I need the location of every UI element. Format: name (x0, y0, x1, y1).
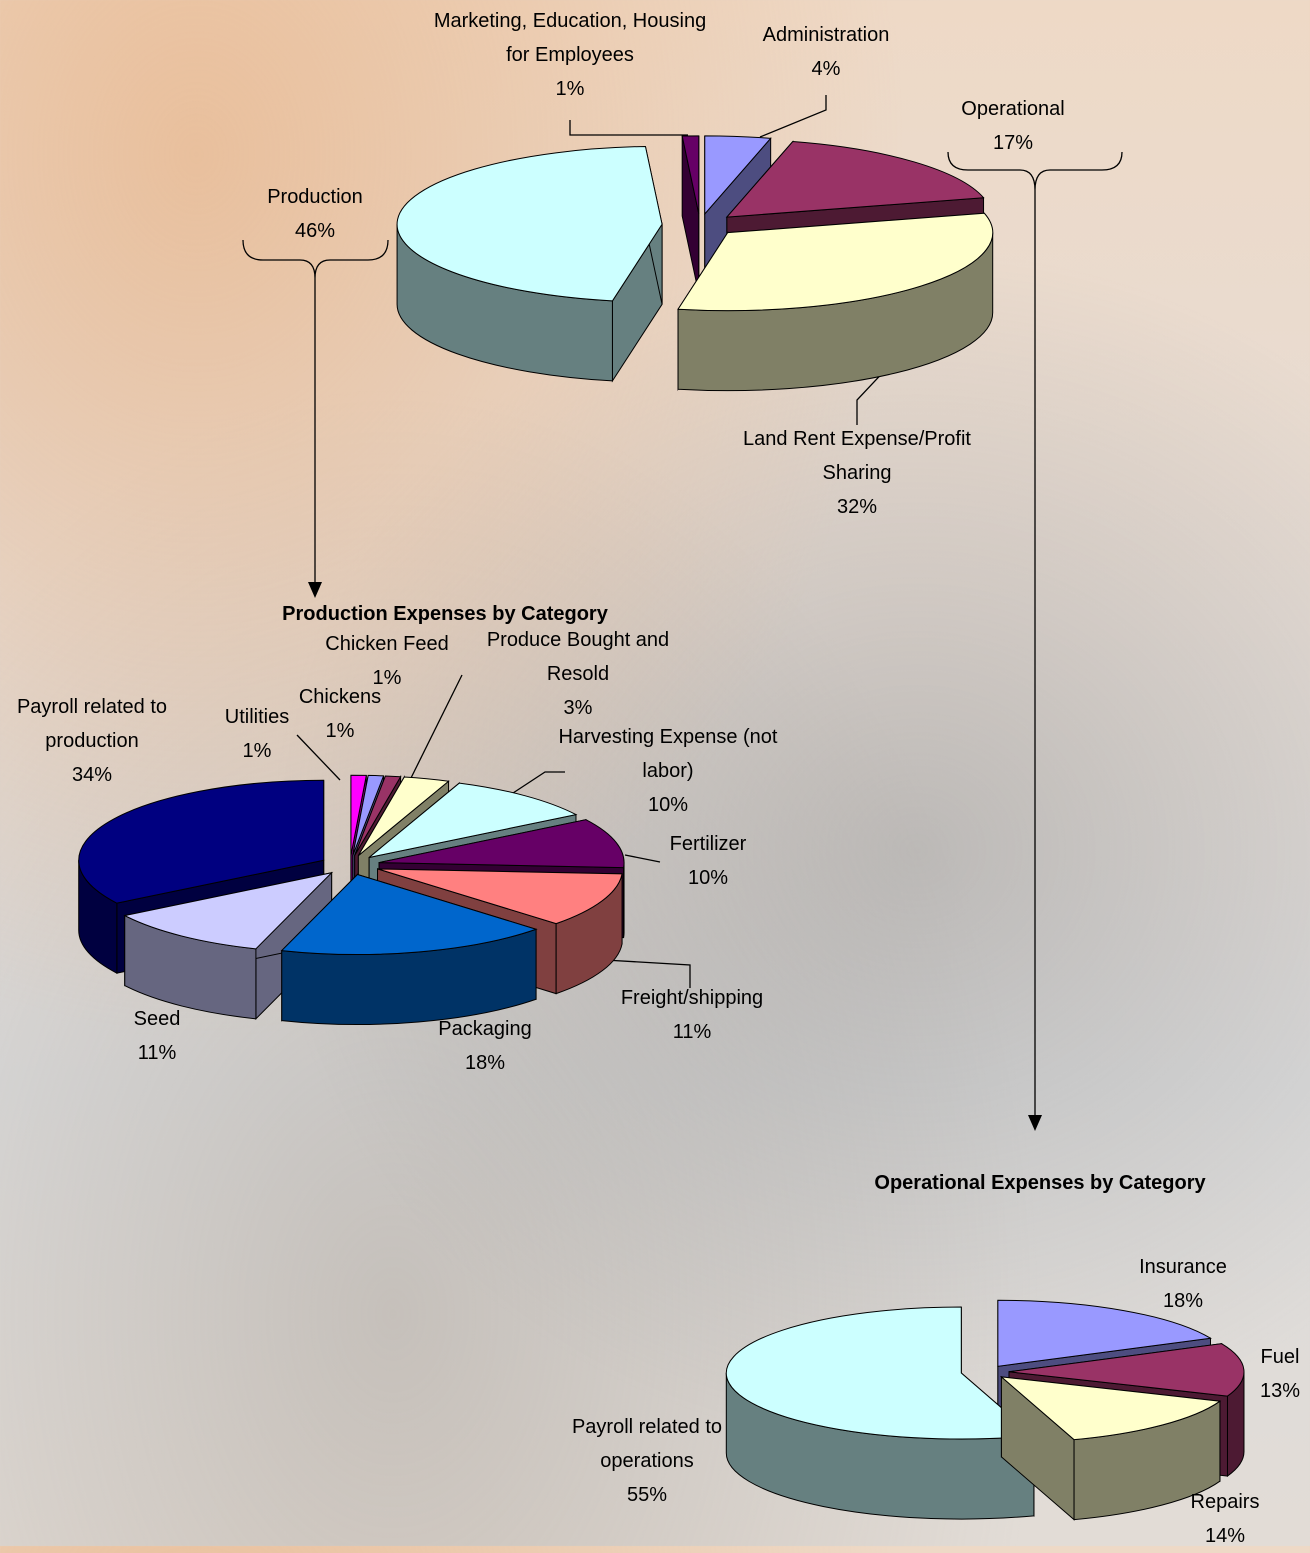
value-label: 4% (726, 52, 926, 86)
leader-line (510, 772, 565, 795)
category-label: Administration (726, 18, 926, 52)
chart-title: Operational Expenses by Category (874, 1172, 1205, 1195)
slice-label: Marketing, Education, Housing for Employ… (430, 4, 710, 106)
category-label: Marketing, Education, Housing for Employ… (430, 4, 710, 72)
value-label: 1% (285, 714, 395, 748)
category-label: Operational (913, 92, 1113, 126)
category-label: Fertilizer (648, 827, 768, 861)
value-label: 34% (2, 758, 182, 792)
leader-line (760, 95, 826, 137)
slice-label: Harvesting Expense (not labor)10% (558, 720, 778, 822)
category-label: Harvesting Expense (not labor) (558, 720, 778, 788)
category-label: Land Rent Expense/Profit Sharing (707, 422, 1007, 490)
value-label: 13% (1240, 1374, 1310, 1408)
value-label: 1% (307, 661, 467, 695)
value-label: 14% (1175, 1519, 1275, 1553)
category-label: Payroll related to production (2, 690, 182, 758)
value-label: 32% (707, 490, 1007, 524)
arrowhead (308, 582, 322, 598)
value-label: 10% (648, 861, 768, 895)
category-label: Repairs (1175, 1485, 1275, 1519)
value-label: 11% (107, 1036, 207, 1070)
category-label: Packaging (405, 1012, 565, 1046)
value-label: 18% (405, 1046, 565, 1080)
category-label: Fuel (1240, 1340, 1310, 1374)
value-label: 18% (1113, 1284, 1253, 1318)
category-label: Seed (107, 1002, 207, 1036)
category-label: Produce Bought and Resold (468, 623, 688, 691)
category-label: Freight/shipping (602, 981, 782, 1015)
category-label: Payroll related to operations (557, 1410, 737, 1478)
category-label: Chicken Feed (307, 627, 467, 661)
value-label: 17% (913, 126, 1113, 160)
leader-line (570, 120, 688, 135)
arrowhead (1028, 1115, 1042, 1131)
value-label: 10% (558, 788, 778, 822)
value-label: 55% (557, 1478, 737, 1512)
category-label: Insurance (1113, 1250, 1253, 1284)
value-label: 1% (430, 72, 710, 106)
value-label: 46% (215, 214, 415, 248)
category-label: Production (215, 180, 415, 214)
value-label: 11% (602, 1015, 782, 1049)
